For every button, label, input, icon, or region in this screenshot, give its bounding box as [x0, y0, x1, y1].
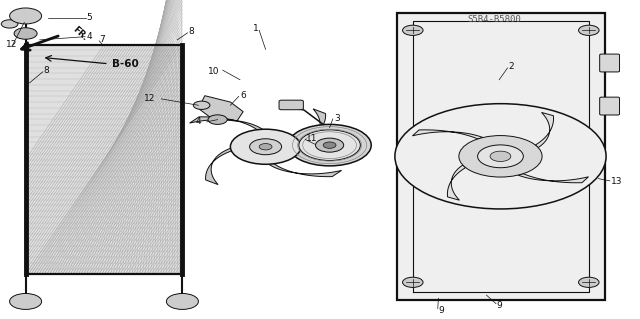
Text: FR.: FR.: [70, 25, 89, 42]
Polygon shape: [518, 174, 589, 183]
Text: 2: 2: [509, 63, 515, 71]
Polygon shape: [189, 117, 264, 131]
Polygon shape: [198, 96, 243, 121]
Circle shape: [490, 151, 511, 161]
Text: 12: 12: [6, 40, 18, 49]
Text: 11: 11: [306, 134, 317, 143]
Circle shape: [10, 293, 42, 309]
Circle shape: [230, 129, 301, 164]
Circle shape: [579, 277, 599, 287]
Polygon shape: [397, 13, 605, 300]
Text: 4: 4: [195, 117, 201, 126]
Text: 8: 8: [44, 66, 49, 75]
Circle shape: [403, 277, 423, 287]
Circle shape: [259, 144, 272, 150]
Polygon shape: [205, 147, 234, 185]
Circle shape: [10, 8, 42, 24]
Text: 9: 9: [438, 306, 444, 315]
FancyBboxPatch shape: [600, 54, 620, 72]
Circle shape: [250, 139, 282, 155]
Polygon shape: [267, 162, 342, 177]
Circle shape: [1, 20, 18, 28]
Text: 1: 1: [253, 24, 259, 33]
Polygon shape: [26, 45, 182, 274]
Polygon shape: [536, 112, 554, 148]
Circle shape: [403, 25, 423, 35]
Text: 12: 12: [144, 94, 156, 103]
Circle shape: [477, 145, 524, 168]
Polygon shape: [412, 130, 483, 139]
Text: 3: 3: [334, 114, 340, 122]
Text: 6: 6: [240, 91, 246, 100]
Text: 4: 4: [86, 32, 92, 41]
Polygon shape: [447, 165, 465, 200]
Circle shape: [395, 104, 606, 209]
Text: 10: 10: [208, 67, 220, 76]
Circle shape: [193, 101, 210, 109]
Text: S5B4-B5800: S5B4-B5800: [467, 15, 521, 24]
Circle shape: [579, 25, 599, 35]
Text: B-60: B-60: [112, 59, 139, 69]
Circle shape: [14, 28, 37, 39]
Circle shape: [459, 136, 542, 177]
Circle shape: [306, 140, 321, 147]
FancyBboxPatch shape: [279, 100, 303, 110]
Circle shape: [299, 130, 360, 160]
Text: 9: 9: [496, 301, 502, 310]
Circle shape: [323, 142, 336, 148]
Circle shape: [166, 293, 198, 309]
Text: 5: 5: [86, 13, 92, 22]
Text: 8: 8: [189, 27, 195, 36]
Text: 13: 13: [611, 177, 623, 186]
Circle shape: [316, 138, 344, 152]
FancyBboxPatch shape: [600, 97, 620, 115]
Circle shape: [288, 124, 371, 166]
Polygon shape: [297, 109, 326, 146]
Circle shape: [208, 115, 227, 124]
Text: 7: 7: [99, 35, 105, 44]
